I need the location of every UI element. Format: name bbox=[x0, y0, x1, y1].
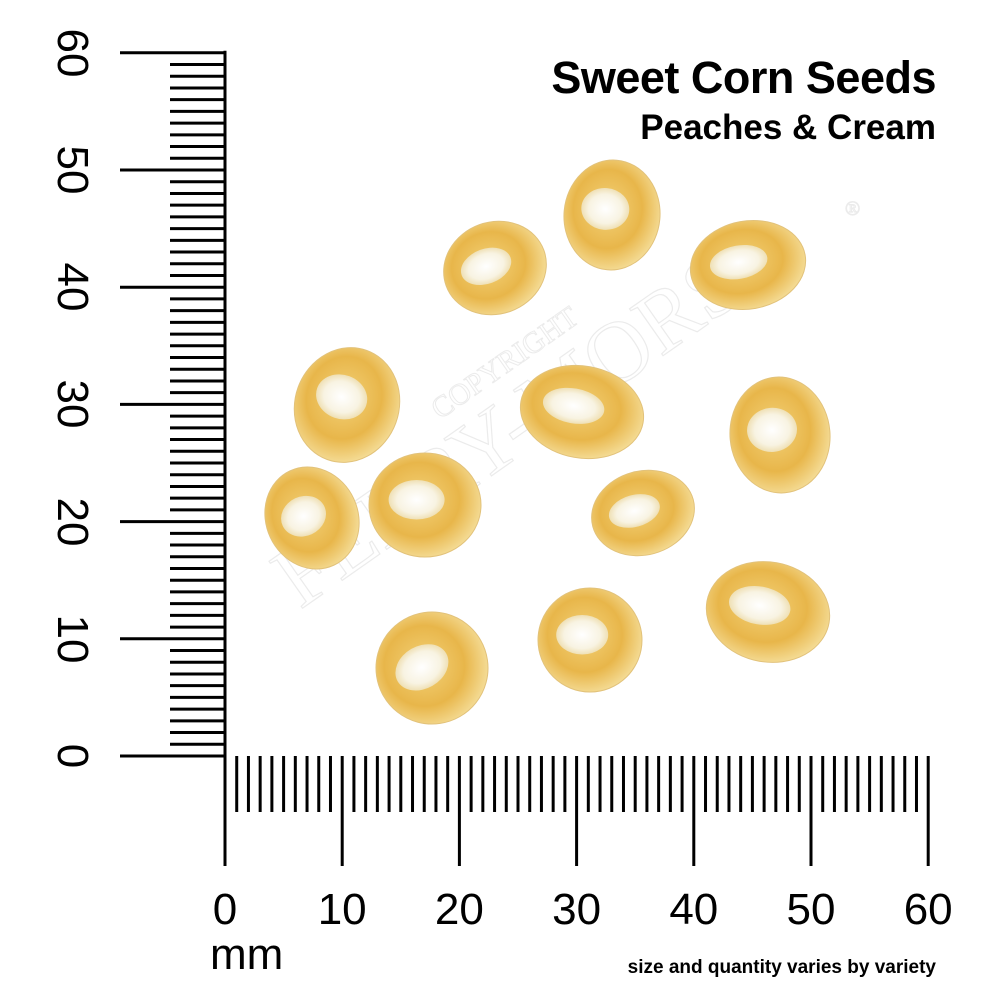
size-note: size and quantity varies by variety bbox=[627, 957, 936, 978]
y-tick-label: 10 bbox=[48, 614, 97, 664]
y-tick-label: 20 bbox=[48, 497, 97, 547]
x-tick-label: 40 bbox=[669, 885, 719, 934]
svg-text:®: ® bbox=[845, 198, 860, 220]
y-tick-label: 0 bbox=[48, 743, 97, 769]
x-tick-label: 0 bbox=[212, 885, 238, 934]
x-tick-label: 30 bbox=[552, 885, 602, 934]
corn-seed bbox=[705, 561, 831, 663]
corn-seed bbox=[443, 220, 547, 316]
corn-seed bbox=[375, 611, 489, 725]
corn-seed bbox=[729, 376, 831, 494]
horizontal-ruler bbox=[223, 756, 930, 866]
variety-subtitle: Peaches & Cream bbox=[640, 108, 936, 147]
x-tick-label: 20 bbox=[434, 885, 484, 934]
corn-seed bbox=[591, 469, 695, 557]
corn-seed bbox=[537, 587, 643, 693]
x-tick-label: 50 bbox=[786, 885, 836, 934]
corn-seed bbox=[264, 466, 360, 570]
x-tick-label: 10 bbox=[317, 885, 367, 934]
y-tick-label: 40 bbox=[48, 262, 97, 312]
corn-seed bbox=[368, 452, 482, 558]
vertical-ruler bbox=[120, 50, 227, 758]
corn-seeds bbox=[264, 159, 831, 725]
y-tick-label: 60 bbox=[48, 28, 97, 78]
corn-seed bbox=[519, 364, 645, 460]
x-tick-label: 60 bbox=[903, 885, 953, 934]
page-title: Sweet Corn Seeds bbox=[551, 52, 936, 103]
corn-seed bbox=[689, 220, 807, 310]
corn-seed bbox=[563, 159, 661, 271]
y-tick-label: 30 bbox=[48, 379, 97, 429]
corn-seed bbox=[293, 347, 401, 463]
y-tick-label: 50 bbox=[48, 145, 97, 195]
unit-label: mm bbox=[210, 930, 284, 979]
